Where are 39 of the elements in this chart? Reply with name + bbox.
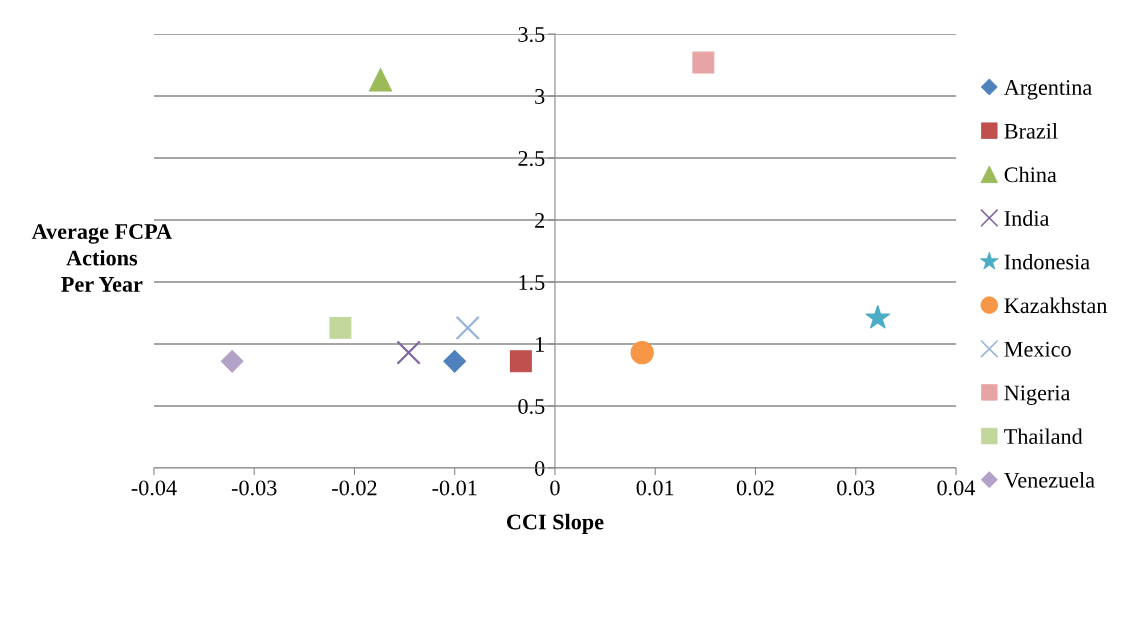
- point: [220, 349, 244, 373]
- point: [509, 350, 532, 373]
- point: [396, 340, 421, 365]
- legend-label: Kazakhstan: [1004, 297, 1108, 314]
- x-tick-label: -0.01: [432, 480, 477, 496]
- legend-label: Venezuela: [1004, 472, 1095, 488]
- legend-label: Indonesia: [1004, 253, 1090, 270]
- legend-label: Thailand: [1004, 428, 1083, 445]
- point: [865, 304, 891, 329]
- x-tick-label: -0.04: [131, 480, 177, 496]
- y-axis-title: Average FCPA Actions Per Year: [31, 224, 172, 292]
- y-tick-label: 3: [535, 89, 545, 104]
- point: [443, 349, 467, 373]
- x-tick-label: -0.03: [231, 480, 277, 496]
- y-tick-label: 3.5: [518, 27, 545, 43]
- x-tick-label: 0.04: [937, 480, 976, 496]
- y-tick-label: 0.5: [518, 398, 545, 414]
- legend-label: China: [1004, 166, 1057, 183]
- x-tick-label: 0.03: [837, 480, 875, 496]
- point: [692, 51, 715, 74]
- y-tick-label: 1.5: [519, 275, 545, 291]
- point: [329, 316, 352, 339]
- legend-label: Brazil: [1004, 123, 1058, 139]
- y-tick-label: 1: [536, 337, 544, 352]
- legend-label: Nigeria: [1004, 385, 1071, 405]
- x-tick-label: 0.02: [736, 480, 774, 496]
- y-tick-label: 0: [534, 460, 545, 476]
- x-tick-label: 0: [550, 480, 560, 496]
- point: [368, 68, 393, 92]
- point: [630, 340, 654, 365]
- x-tick-label: -0.02: [332, 480, 377, 496]
- legend-label: Mexico: [1004, 341, 1071, 357]
- point: [455, 315, 480, 341]
- legend-label: India: [1004, 210, 1050, 226]
- y-tick-label: 2.5: [518, 151, 545, 167]
- x-tick-label: 0.01: [636, 480, 674, 496]
- x-axis-title: CCI Slope: [506, 513, 604, 534]
- y-tick-label: 2: [535, 213, 545, 228]
- legend-label: Argentina: [1003, 80, 1092, 100]
